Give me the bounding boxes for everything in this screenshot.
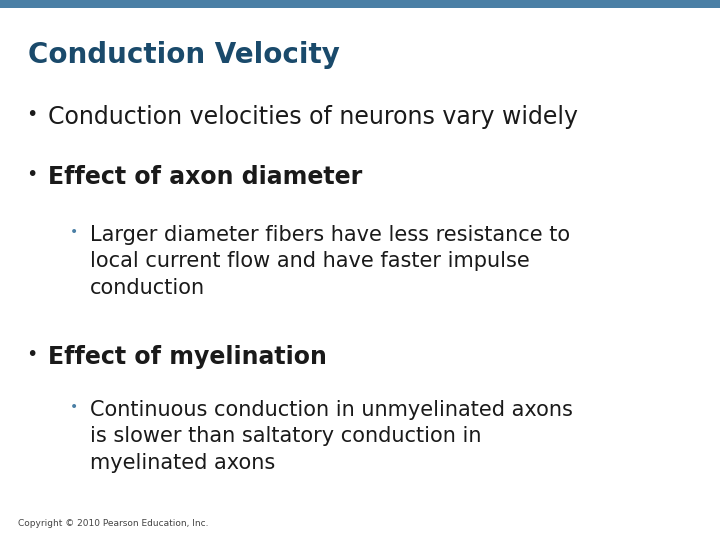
Text: •: • [26, 105, 37, 124]
Text: Effect of myelination: Effect of myelination [48, 345, 327, 369]
Text: Larger diameter fibers have less resistance to
local current flow and have faste: Larger diameter fibers have less resista… [90, 225, 570, 298]
Text: •: • [26, 345, 37, 364]
Bar [0, 0, 720, 8]
Text: •: • [70, 225, 78, 239]
Text: Effect of axon diameter: Effect of axon diameter [48, 165, 362, 189]
Text: Copyright © 2010 Pearson Education, Inc.: Copyright © 2010 Pearson Education, Inc. [18, 519, 209, 528]
Text: Continuous conduction in unmyelinated axons
is slower than saltatory conduction : Continuous conduction in unmyelinated ax… [90, 400, 573, 473]
Text: Conduction velocities of neurons vary widely: Conduction velocities of neurons vary wi… [48, 105, 578, 129]
Text: •: • [70, 400, 78, 414]
Text: Conduction Velocity: Conduction Velocity [28, 41, 340, 69]
Text: •: • [26, 165, 37, 184]
